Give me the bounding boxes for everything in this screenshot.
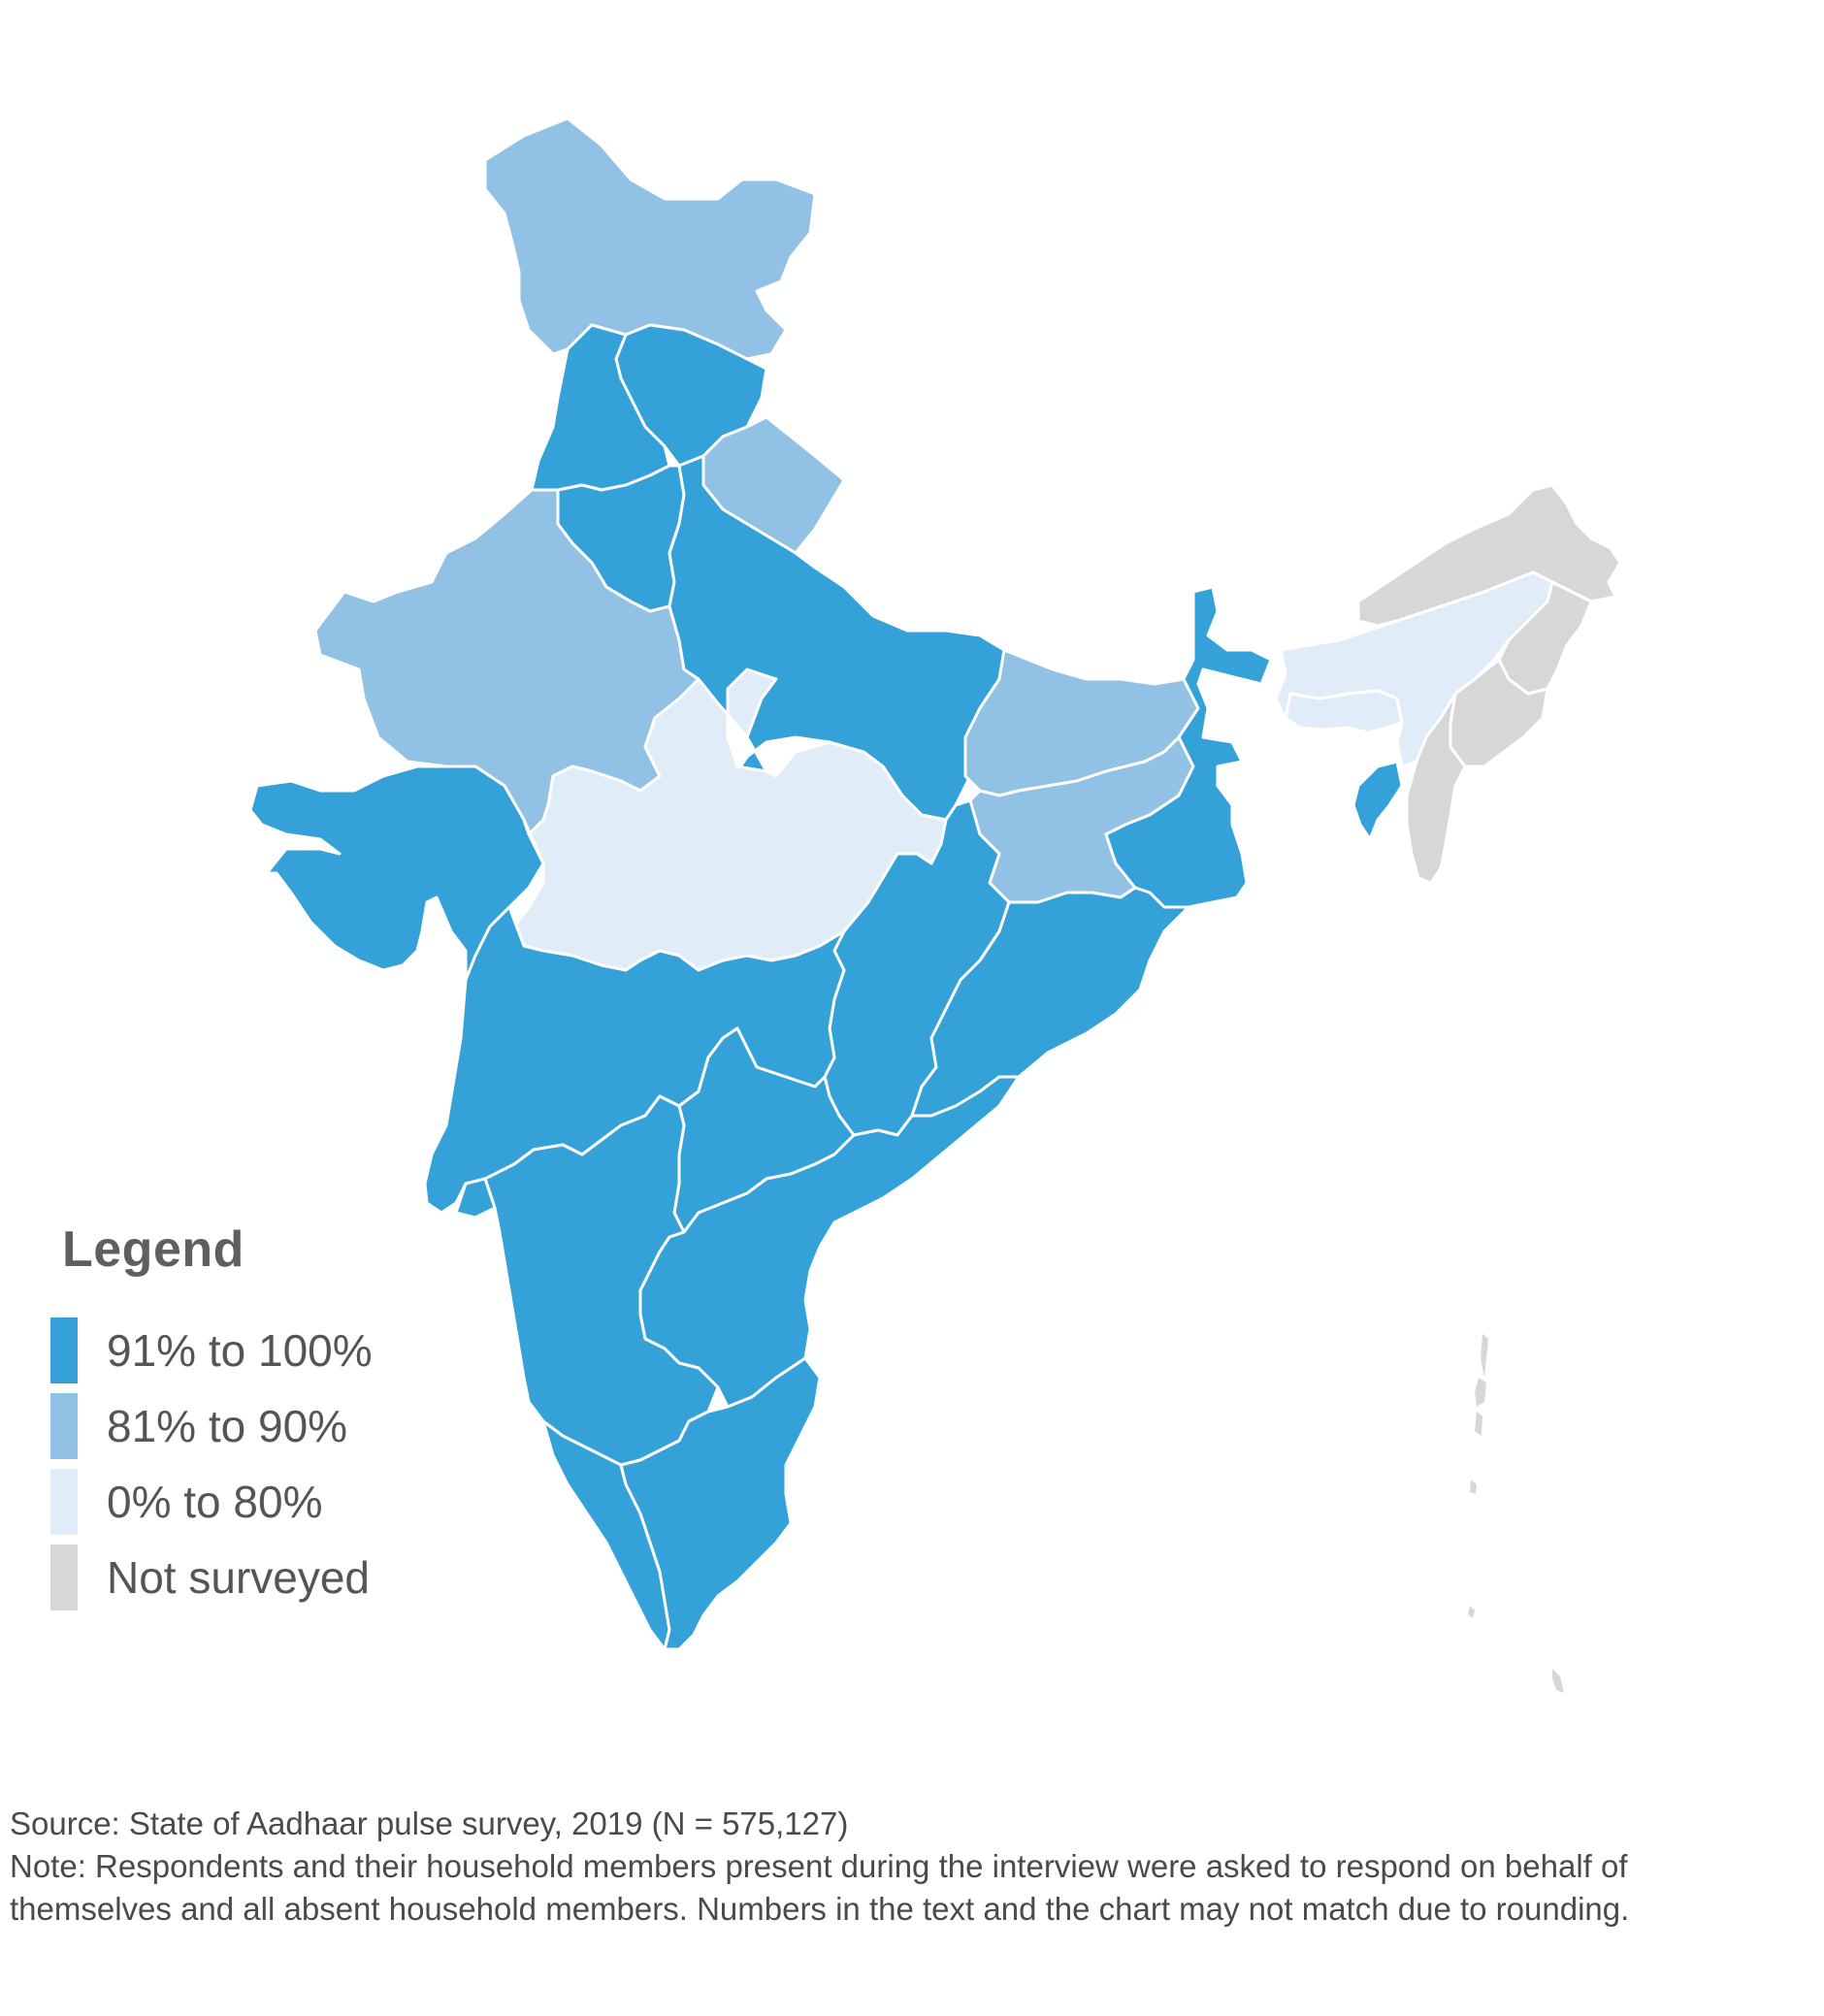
region-karnataka [483,1094,720,1467]
legend-label: Not surveyed [107,1552,371,1603]
legend-swatch [50,1469,78,1535]
region-andaman-nicobar-islands [1468,1334,1564,1693]
legend: Legend 91% to 100% 81% to 90% 0% to 80% … [50,1220,373,1616]
legend-title: Legend [62,1221,244,1278]
note-text: Note: Respondents and their household me… [10,1848,1630,1927]
legend-swatch [50,1393,78,1459]
legend-swatch [50,1317,78,1383]
source-text: Source: State of Aadhaar pulse survey, 2… [10,1805,849,1841]
region-west-bengal [1104,585,1273,909]
legend-item-not-surveyed: Not surveyed [50,1541,373,1614]
legend-label: 81% to 90% [107,1401,348,1451]
legend-item-81-90: 81% to 90% [50,1389,373,1463]
footer-notes: Source: State of Aadhaar pulse survey, 2… [10,1803,1756,1931]
region-gujarat [248,764,545,982]
region-mizoram [1405,692,1467,885]
region-tripura [1352,760,1404,841]
legend-item-91-100: 91% to 100% [50,1314,373,1387]
region-jammu-and-kashmir [483,116,817,361]
legend-label: 0% to 80% [107,1477,323,1527]
legend-label: 91% to 100% [107,1325,373,1376]
legend-item-0-80: 0% to 80% [50,1465,373,1539]
region-goa [454,1177,497,1219]
region-meghalaya [1284,689,1404,734]
region-odisha [910,886,1190,1118]
region-tamil-nadu [619,1356,822,1651]
legend-swatch [50,1545,78,1610]
